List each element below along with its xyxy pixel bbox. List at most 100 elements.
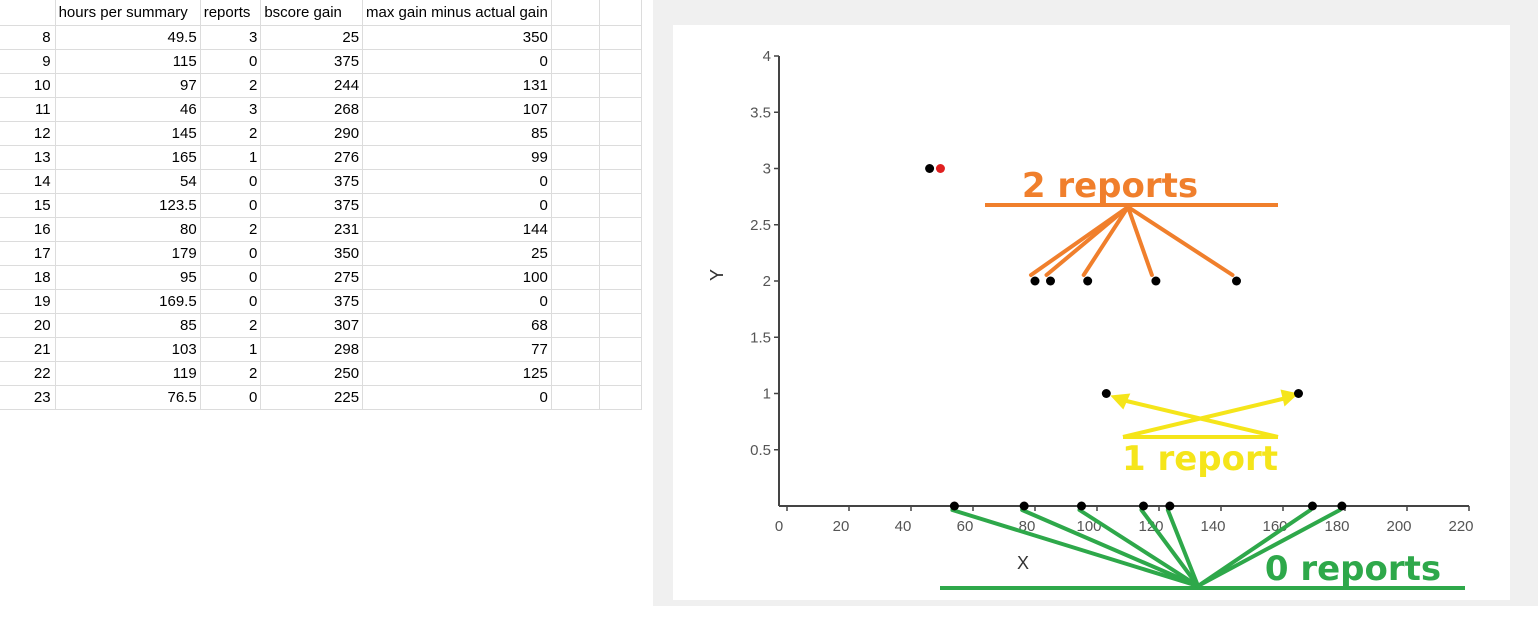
cell[interactable]: 268 xyxy=(260,97,364,122)
column-header[interactable] xyxy=(599,0,643,26)
cell[interactable]: 169.5 xyxy=(55,289,201,314)
cell[interactable]: 0 xyxy=(362,385,552,410)
cell[interactable]: 225 xyxy=(260,385,364,410)
cell[interactable]: 145 xyxy=(55,121,201,146)
cell[interactable] xyxy=(599,289,643,314)
cell[interactable]: 0 xyxy=(200,49,262,74)
cell[interactable]: 3 xyxy=(200,97,262,122)
row-number[interactable]: 21 xyxy=(0,337,56,362)
cell[interactable]: 25 xyxy=(362,241,552,266)
cell[interactable]: 0 xyxy=(362,289,552,314)
cell[interactable]: 2 xyxy=(200,313,262,338)
cell[interactable]: 2 xyxy=(200,217,262,242)
cell[interactable] xyxy=(599,73,643,98)
cell[interactable]: 1 xyxy=(200,337,262,362)
cell[interactable] xyxy=(599,169,643,194)
column-header[interactable]: reports xyxy=(200,0,262,26)
cell[interactable]: 0 xyxy=(200,169,262,194)
row-number[interactable]: 23 xyxy=(0,385,56,410)
cell[interactable] xyxy=(551,289,600,314)
cell[interactable] xyxy=(599,361,643,386)
cell[interactable]: 375 xyxy=(260,49,364,74)
cell[interactable]: 290 xyxy=(260,121,364,146)
cell[interactable]: 375 xyxy=(260,169,364,194)
cell[interactable] xyxy=(599,337,643,362)
cell[interactable]: 350 xyxy=(260,241,364,266)
corner-cell[interactable] xyxy=(0,0,56,26)
cell[interactable]: 115 xyxy=(55,49,201,74)
cell[interactable] xyxy=(551,337,600,362)
cell[interactable]: 375 xyxy=(260,289,364,314)
cell[interactable]: 80 xyxy=(55,217,201,242)
cell[interactable]: 0 xyxy=(200,265,262,290)
cell[interactable] xyxy=(551,385,600,410)
cell[interactable] xyxy=(551,217,600,242)
cell[interactable] xyxy=(599,121,643,146)
cell[interactable] xyxy=(551,361,600,386)
cell[interactable]: 95 xyxy=(55,265,201,290)
cell[interactable]: 307 xyxy=(260,313,364,338)
cell[interactable]: 46 xyxy=(55,97,201,122)
cell[interactable] xyxy=(551,145,600,170)
cell[interactable]: 350 xyxy=(362,25,552,50)
row-number[interactable]: 19 xyxy=(0,289,56,314)
cell[interactable] xyxy=(551,73,600,98)
cell[interactable] xyxy=(599,241,643,266)
cell[interactable]: 276 xyxy=(260,145,364,170)
cell[interactable]: 0 xyxy=(200,385,262,410)
cell[interactable] xyxy=(551,25,600,50)
row-number[interactable]: 14 xyxy=(0,169,56,194)
cell[interactable] xyxy=(599,265,643,290)
cell[interactable]: 0 xyxy=(200,193,262,218)
cell[interactable]: 179 xyxy=(55,241,201,266)
cell[interactable]: 100 xyxy=(362,265,552,290)
row-number[interactable]: 9 xyxy=(0,49,56,74)
cell[interactable]: 2 xyxy=(200,121,262,146)
cell[interactable]: 68 xyxy=(362,313,552,338)
row-number[interactable]: 8 xyxy=(0,25,56,50)
cell[interactable]: 76.5 xyxy=(55,385,201,410)
cell[interactable]: 0 xyxy=(200,289,262,314)
cell[interactable]: 123.5 xyxy=(55,193,201,218)
row-number[interactable]: 11 xyxy=(0,97,56,122)
column-header[interactable] xyxy=(551,0,600,26)
cell[interactable]: 103 xyxy=(55,337,201,362)
row-number[interactable]: 20 xyxy=(0,313,56,338)
cell[interactable] xyxy=(599,49,643,74)
cell[interactable]: 275 xyxy=(260,265,364,290)
cell[interactable] xyxy=(599,25,643,50)
cell[interactable] xyxy=(551,193,600,218)
cell[interactable]: 54 xyxy=(55,169,201,194)
cell[interactable]: 231 xyxy=(260,217,364,242)
cell[interactable]: 0 xyxy=(362,193,552,218)
cell[interactable]: 375 xyxy=(260,193,364,218)
cell[interactable]: 244 xyxy=(260,73,364,98)
row-number[interactable]: 13 xyxy=(0,145,56,170)
cell[interactable]: 85 xyxy=(55,313,201,338)
cell[interactable]: 125 xyxy=(362,361,552,386)
cell[interactable]: 0 xyxy=(362,169,552,194)
cell[interactable] xyxy=(551,121,600,146)
row-number[interactable]: 17 xyxy=(0,241,56,266)
cell[interactable] xyxy=(551,49,600,74)
cell[interactable]: 119 xyxy=(55,361,201,386)
cell[interactable] xyxy=(599,97,643,122)
cell[interactable]: 250 xyxy=(260,361,364,386)
cell[interactable]: 2 xyxy=(200,361,262,386)
cell[interactable]: 3 xyxy=(200,25,262,50)
cell[interactable] xyxy=(551,169,600,194)
cell[interactable]: 25 xyxy=(260,25,364,50)
cell[interactable]: 165 xyxy=(55,145,201,170)
cell[interactable] xyxy=(551,241,600,266)
cell[interactable] xyxy=(551,265,600,290)
cell[interactable] xyxy=(551,313,600,338)
cell[interactable] xyxy=(599,313,643,338)
column-header[interactable]: bscore gain xyxy=(260,0,364,26)
row-number[interactable]: 10 xyxy=(0,73,56,98)
cell[interactable] xyxy=(599,193,643,218)
cell[interactable]: 97 xyxy=(55,73,201,98)
cell[interactable]: 298 xyxy=(260,337,364,362)
cell[interactable]: 131 xyxy=(362,73,552,98)
cell[interactable] xyxy=(599,217,643,242)
row-number[interactable]: 16 xyxy=(0,217,56,242)
